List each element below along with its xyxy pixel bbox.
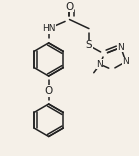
Text: N: N (118, 43, 124, 52)
Text: O: O (44, 86, 53, 96)
Text: S: S (86, 41, 92, 51)
Text: HN: HN (42, 24, 55, 33)
Text: N: N (96, 60, 103, 69)
Text: N: N (122, 57, 129, 66)
Text: O: O (65, 2, 74, 12)
